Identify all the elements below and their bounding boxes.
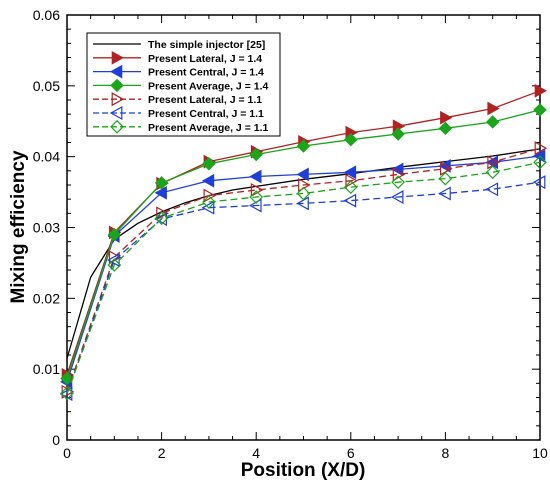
- x-tick-label: 0: [63, 445, 71, 461]
- x-tick-label: 8: [442, 445, 450, 461]
- data-point: [345, 173, 359, 188]
- data-point: [201, 200, 215, 215]
- data-point: [202, 195, 216, 209]
- data-point: [202, 157, 216, 171]
- data-point: [203, 188, 217, 203]
- data-point: [533, 103, 547, 117]
- y-tick-label: 0.01: [33, 361, 60, 377]
- data-point: [485, 165, 500, 180]
- legend-swatch-marker: [109, 64, 123, 79]
- x-tick-label: 10: [532, 445, 548, 461]
- data-point: [60, 371, 74, 386]
- y-tick-label: 0.06: [33, 7, 60, 23]
- axis-ticks: 0 2 4 6 8 10 0 0.01 0.02 0.03 0.04 0.05 0.06: [33, 7, 548, 461]
- series-line: [66, 148, 541, 359]
- data-point: [438, 121, 453, 136]
- series-line: [66, 181, 541, 395]
- y-tick-label: 0.04: [33, 149, 60, 165]
- data-point: [107, 227, 122, 242]
- data-point: [534, 83, 548, 98]
- data-point: [201, 173, 215, 188]
- series-4: [60, 103, 547, 386]
- x-tick-label: 6: [347, 445, 355, 461]
- data-point: [391, 175, 405, 190]
- data-point: [343, 180, 358, 194]
- data-point: [391, 127, 405, 141]
- data-point: [343, 193, 357, 208]
- data-point: [440, 110, 453, 125]
- data-point: [438, 171, 453, 186]
- y-tick-label: 0: [52, 432, 60, 448]
- x-axis-title: Position (X/D): [241, 460, 366, 481]
- data-point: [296, 196, 309, 211]
- data-point: [107, 258, 122, 272]
- data-point: [156, 206, 169, 221]
- legend-swatch-marker: [110, 119, 124, 134]
- y-tick-label: 0.05: [33, 78, 60, 94]
- data-point: [390, 190, 404, 205]
- data-point: [296, 186, 311, 201]
- x-tick-label: 2: [158, 445, 166, 461]
- data-point: [249, 190, 264, 204]
- series-layer: [59, 83, 548, 401]
- data-point: [485, 182, 499, 197]
- legend-swatch-marker: [111, 92, 125, 107]
- legend-label: Present Average, J = 1.1: [148, 122, 268, 134]
- legend-label: Present Central, J = 1.1: [148, 108, 264, 120]
- legend-swatch-marker: [110, 78, 124, 93]
- data-point: [534, 141, 548, 156]
- data-point: [440, 161, 453, 176]
- legend-label: Present Average, J = 1.4: [148, 80, 268, 92]
- series-line: [66, 147, 541, 393]
- data-point: [296, 139, 311, 153]
- data-point: [249, 147, 263, 162]
- data-point: [60, 386, 74, 401]
- data-point: [487, 101, 500, 116]
- data-point: [344, 132, 358, 147]
- y-tick-label: 0.03: [33, 220, 60, 236]
- legend-swatch-marker: [109, 105, 123, 121]
- y-tick-label: 0.02: [33, 290, 60, 306]
- series-1: [66, 148, 541, 359]
- data-point: [296, 167, 309, 182]
- legend-label: Present Lateral, J = 1.1: [148, 94, 262, 106]
- x-tick-label: 4: [252, 445, 260, 461]
- data-point: [250, 182, 264, 197]
- data-point: [533, 155, 547, 170]
- data-point: [154, 176, 169, 190]
- legend-label: Present Central, J = 1.4: [148, 67, 264, 79]
- data-point: [485, 115, 500, 129]
- legend-label: The simple injector [25]: [148, 39, 265, 51]
- legend-label: Present Lateral, J = 1.4: [148, 53, 262, 65]
- legend-swatch-marker: [111, 50, 125, 65]
- data-point: [487, 155, 500, 170]
- data-point: [154, 185, 167, 200]
- legend: The simple injector [25] Present Lateral,…: [86, 32, 281, 137]
- data-point: [343, 165, 357, 180]
- y-axis-title: Mixing efficiency: [8, 150, 29, 304]
- series-line: [66, 161, 541, 394]
- data-point: [532, 175, 546, 190]
- data-point: [249, 169, 262, 184]
- data-point: [438, 186, 451, 201]
- series-7: [60, 155, 547, 401]
- data-point: [154, 211, 169, 226]
